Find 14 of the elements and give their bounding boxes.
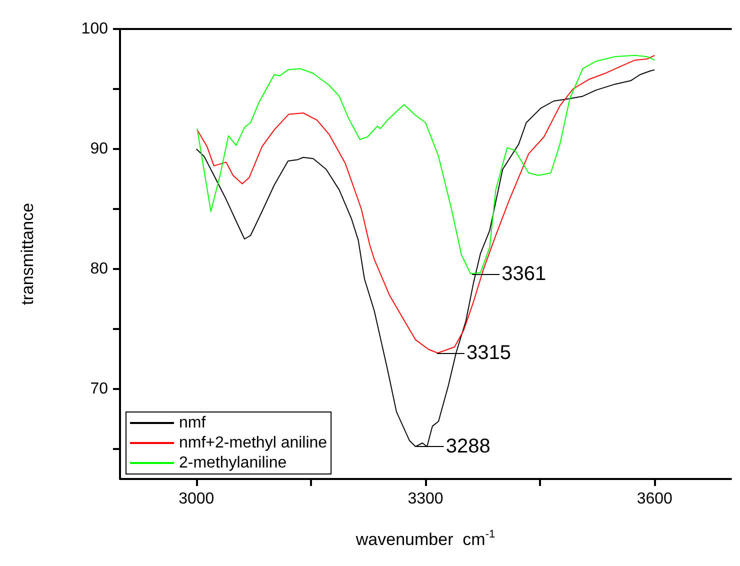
- x-tick-label: 3300: [408, 490, 444, 508]
- x-tick-label: 3600: [636, 490, 673, 508]
- y-tick-label: 100: [81, 20, 108, 38]
- y-tick-label: 70: [90, 380, 108, 398]
- annotation: 3361: [502, 262, 546, 285]
- annotation: 3288: [446, 436, 490, 458]
- y-tick-label: 90: [90, 140, 108, 158]
- legend-label: nmf+2-methyl aniline: [179, 434, 328, 452]
- legend-label: 2-methylaniline: [179, 454, 287, 472]
- y-axis-title: transmittance: [18, 202, 37, 306]
- y-tick-label: 80: [90, 260, 108, 278]
- annotation: 3315: [466, 342, 511, 364]
- legend-label: nmf: [179, 414, 206, 432]
- x-tick-label: 3000: [178, 490, 214, 508]
